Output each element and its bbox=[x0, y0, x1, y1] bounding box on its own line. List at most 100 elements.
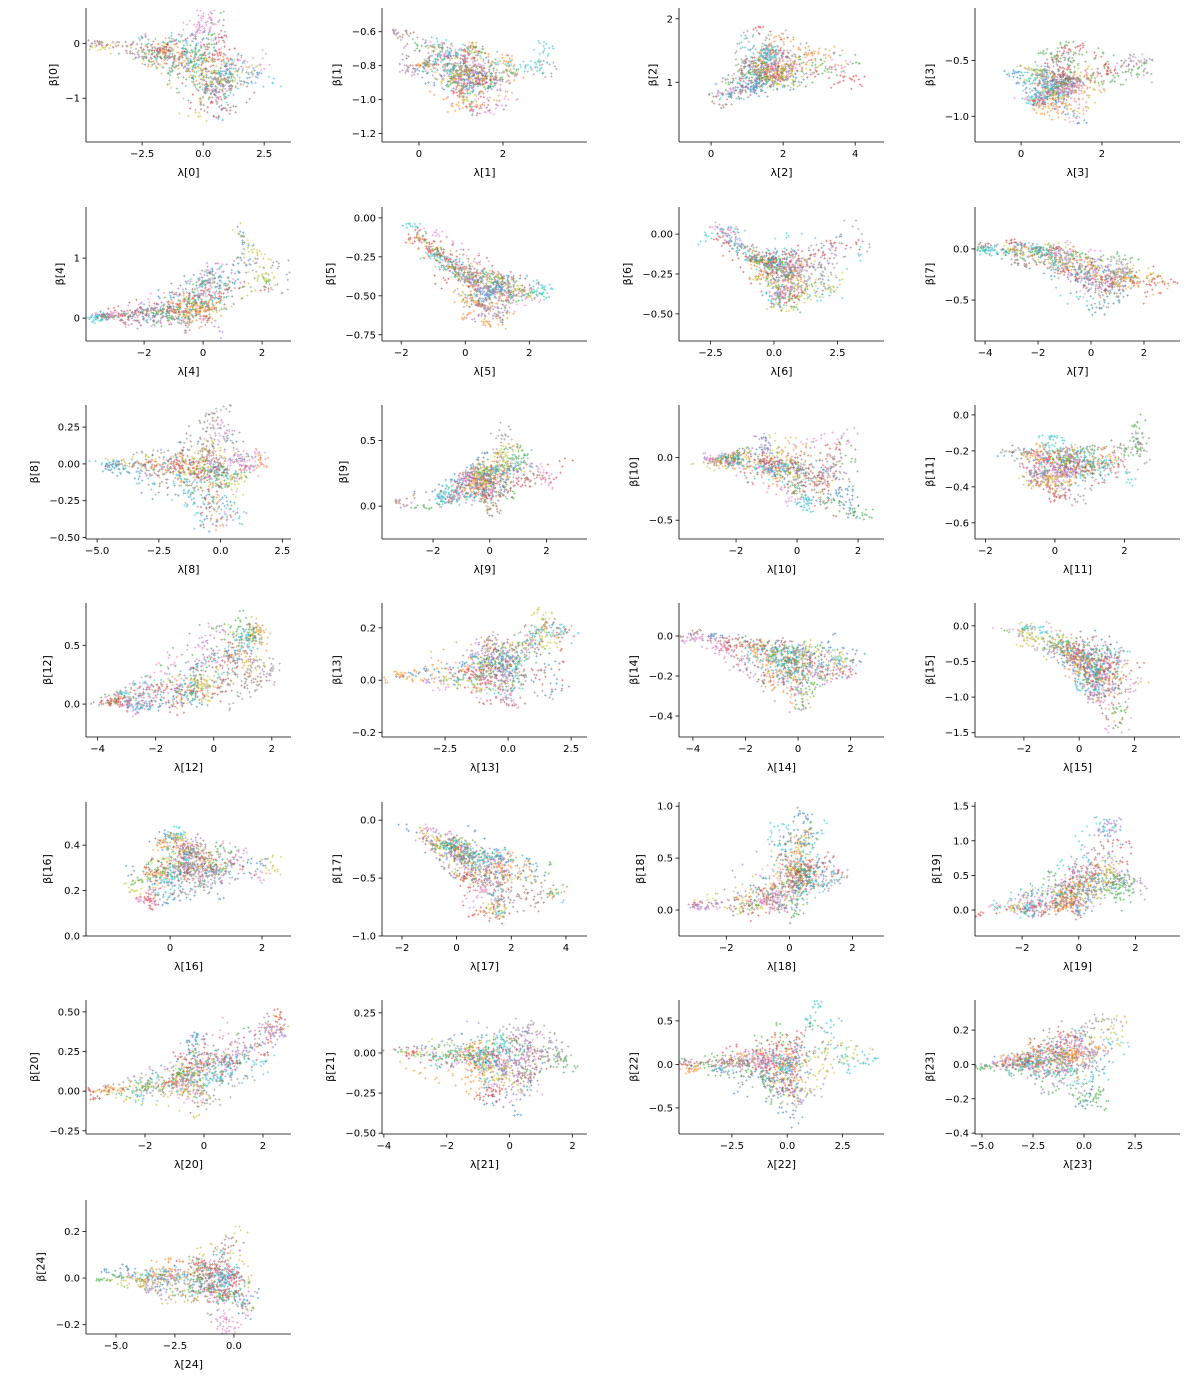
y-axis-label: β[0] bbox=[47, 64, 60, 87]
y-tick-label: −0.25 bbox=[49, 496, 80, 507]
x-tick-label: −2 bbox=[1017, 744, 1032, 755]
x-tick-label: −2.5 bbox=[1021, 1141, 1045, 1152]
y-tick-label: −0.25 bbox=[345, 252, 376, 263]
x-tick-label: 2 bbox=[260, 1141, 266, 1152]
subplot-11: −2 0 2 0.0 −0.2 −0.4 −0.6 λ[11] β[11] bbox=[923, 405, 1180, 576]
x-tick-label: 2 bbox=[508, 943, 514, 954]
x-tick-label: 2.5 bbox=[1127, 1141, 1143, 1152]
y-tick-label: 0.0 bbox=[953, 244, 969, 255]
x-tick-label: 2 bbox=[847, 744, 853, 755]
x-axis-label: λ[2] bbox=[770, 166, 792, 179]
x-axis-label: λ[1] bbox=[473, 166, 495, 179]
x-tick-label: 2 bbox=[1131, 744, 1137, 755]
y-axis-label: β[9] bbox=[337, 461, 350, 484]
x-axis-label: λ[6] bbox=[770, 365, 792, 378]
x-tick-label: 0 bbox=[708, 149, 714, 160]
y-tick-label: −0.25 bbox=[345, 1089, 376, 1100]
scatter-series-3 bbox=[404, 226, 517, 318]
x-tick-label: 2.5 bbox=[563, 744, 579, 755]
y-tick-label: −0.2 bbox=[352, 728, 376, 739]
x-tick-label: −2 bbox=[1031, 348, 1046, 359]
x-tick-label: 0 bbox=[1088, 348, 1094, 359]
x-tick-label: 2.5 bbox=[274, 546, 290, 557]
x-tick-label: 0 bbox=[200, 348, 206, 359]
subplot-24: −5.0 −2.5 0.0 0.2 0.0 −0.2 λ[24] β[24] bbox=[34, 1200, 291, 1371]
subplot-1: 0 2 −0.6 −0.8 −1.0 −1.2 λ[1] β[1] bbox=[330, 8, 587, 179]
y-tick-label: 0.00 bbox=[651, 230, 673, 241]
scatter-series-6 bbox=[702, 426, 859, 507]
x-tick-label: 2 bbox=[1099, 149, 1105, 160]
subplot-14: −4 −2 0 2 0.0 −0.2 −0.4 λ[14] β[14] bbox=[627, 603, 884, 774]
y-axis-label: β[14] bbox=[627, 655, 640, 685]
y-axis-label: β[11] bbox=[923, 457, 936, 487]
subplot-15: −2 0 2 0.0 −0.5 −1.0 −1.5 λ[15] β[15] bbox=[923, 603, 1180, 774]
scatter-series-9 bbox=[146, 825, 234, 899]
x-tick-label: 0 bbox=[1052, 546, 1058, 557]
x-tick-label: 0 bbox=[786, 943, 792, 954]
scatter-series-9 bbox=[434, 448, 533, 509]
y-tick-label: −0.25 bbox=[49, 1126, 80, 1137]
scatter-series-9 bbox=[992, 815, 1122, 919]
y-tick-label: 0.0 bbox=[953, 1060, 969, 1071]
y-tick-label: 0.0 bbox=[953, 906, 969, 917]
y-tick-label: −1.0 bbox=[352, 932, 376, 943]
y-tick-label: −0.4 bbox=[945, 1129, 969, 1140]
x-tick-label: −2 bbox=[978, 546, 993, 557]
y-tick-label: 0.0 bbox=[360, 502, 376, 513]
y-tick-label: −0.8 bbox=[352, 61, 376, 72]
y-axis-label: β[23] bbox=[923, 1052, 936, 1082]
y-tick-label: 0.0 bbox=[360, 676, 376, 687]
scatter-series-1 bbox=[383, 630, 533, 686]
subplot-7: −4 −2 0 2 0.0 −0.5 λ[7] β[7] bbox=[923, 207, 1180, 378]
y-tick-label: 0.5 bbox=[953, 871, 969, 882]
y-axis-label: β[17] bbox=[330, 854, 343, 884]
y-tick-label: −0.2 bbox=[945, 1094, 969, 1105]
scatter-series-9 bbox=[420, 1030, 516, 1084]
scatter-series-3 bbox=[974, 838, 1133, 918]
y-tick-label: 0.25 bbox=[58, 423, 80, 434]
y-tick-label: 0 bbox=[74, 314, 80, 325]
x-axis-label: λ[3] bbox=[1066, 166, 1088, 179]
x-tick-label: −2 bbox=[395, 943, 410, 954]
x-axis-label: λ[7] bbox=[1066, 365, 1088, 378]
x-tick-label: 0 bbox=[506, 1141, 512, 1152]
x-axis-label: λ[17] bbox=[470, 960, 499, 973]
x-tick-label: 2 bbox=[259, 348, 265, 359]
subplot-18: −2 0 2 1.0 0.5 0.0 λ[18] β[18] bbox=[634, 802, 884, 973]
scatter-series-4 bbox=[126, 257, 259, 340]
y-tick-label: −0.50 bbox=[642, 309, 673, 320]
scatter-series-8 bbox=[401, 1030, 539, 1094]
y-tick-label: 1.5 bbox=[953, 802, 969, 813]
subplot-0: −2.5 0.0 2.5 0 −1 λ[0] β[0] bbox=[47, 8, 291, 179]
scatter-series-8 bbox=[1002, 1014, 1125, 1081]
scatter-series-8 bbox=[748, 259, 844, 313]
x-tick-label: 0.0 bbox=[226, 1341, 242, 1352]
x-tick-label: 0 bbox=[1076, 943, 1082, 954]
y-tick-label: 0.00 bbox=[354, 213, 376, 224]
scatter-series-4 bbox=[202, 1015, 287, 1079]
y-tick-label: −0.5 bbox=[945, 657, 969, 668]
x-tick-label: 2 bbox=[269, 744, 275, 755]
scatter-series-6 bbox=[431, 626, 549, 710]
y-axis-label: β[22] bbox=[627, 1052, 640, 1082]
x-tick-label: −2 bbox=[137, 348, 152, 359]
x-tick-label: 0 bbox=[1018, 149, 1024, 160]
y-tick-label: 0.4 bbox=[64, 841, 80, 852]
subplot-22: −2.5 0.0 2.5 0.5 0.0 −0.5 λ[22] β[22] bbox=[627, 999, 884, 1171]
x-tick-label: 2 bbox=[855, 546, 861, 557]
x-tick-label: −5.0 bbox=[104, 1341, 128, 1352]
subplot-3: 0 2 −0.5 −1.0 λ[3] β[3] bbox=[923, 8, 1180, 179]
x-tick-label: 0 bbox=[211, 744, 217, 755]
x-tick-label: −4 bbox=[377, 1141, 392, 1152]
scatter-series-2 bbox=[738, 821, 819, 918]
y-tick-label: 0.2 bbox=[360, 623, 376, 634]
y-tick-label: 0.00 bbox=[354, 1048, 376, 1059]
y-tick-label: −0.50 bbox=[345, 1129, 376, 1140]
x-tick-label: −4 bbox=[978, 348, 993, 359]
x-tick-label: −2 bbox=[394, 348, 409, 359]
x-tick-label: 0 bbox=[487, 546, 493, 557]
y-axis-label: β[24] bbox=[34, 1252, 47, 1282]
y-tick-label: 0.0 bbox=[953, 410, 969, 421]
scatter-series-6 bbox=[984, 1024, 1110, 1074]
